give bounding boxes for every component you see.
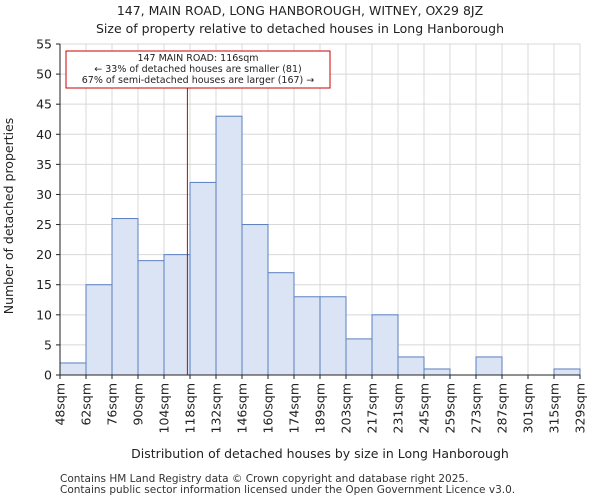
x-tick-label-132sqm: 132sqm [209, 383, 224, 433]
annotation-line-1: 147 MAIN ROAD: 116sqm [137, 53, 258, 64]
y-tick-label-5: 5 [44, 337, 52, 352]
bar-315sqm [553, 368, 581, 376]
y-tick-label-45: 45 [36, 97, 52, 112]
y-tick-labels: 0 5 10 15 20 25 30 35 40 45 50 55 [36, 37, 60, 383]
y-tick-label-25: 25 [36, 217, 52, 232]
x-tick-label-231sqm: 231sqm [391, 383, 406, 433]
bar-104sqm [163, 254, 191, 376]
bar-146sqm [241, 224, 269, 376]
x-tick-label-301sqm: 301sqm [521, 383, 536, 433]
annotation-line-3: 67% of semi-detached houses are larger (… [82, 75, 315, 86]
y-tick-label-0: 0 [44, 368, 52, 383]
bar-76sqm [111, 218, 139, 376]
x-tick-label-146sqm: 146sqm [235, 383, 250, 433]
footer-line-2: Contains public sector information licen… [60, 484, 516, 496]
y-tick-label-30: 30 [36, 187, 52, 202]
bar-62sqm [85, 284, 113, 376]
x-tick-label-287sqm: 287sqm [495, 383, 510, 433]
x-tick-label-62sqm: 62sqm [79, 383, 94, 426]
y-tick-label-10: 10 [36, 307, 52, 322]
x-tick-label-90sqm: 90sqm [131, 383, 146, 426]
x-tick-label-104sqm: 104sqm [157, 383, 172, 433]
x-tick-label-160sqm: 160sqm [261, 383, 276, 433]
x-tick-label-245sqm: 245sqm [417, 383, 432, 433]
x-tick-label-329sqm: 329sqm [573, 383, 588, 433]
bar-231sqm [397, 356, 425, 376]
y-tick-label-20: 20 [36, 247, 52, 262]
bar-189sqm [319, 296, 347, 376]
y-tick-label-15: 15 [36, 277, 52, 292]
y-axis-title: Number of detached properties [1, 118, 16, 315]
bar-48sqm [59, 362, 87, 376]
footer-line-1: Contains HM Land Registry data © Crown c… [60, 473, 469, 485]
x-tick-label-118sqm: 118sqm [183, 383, 198, 433]
y-tick-label-50: 50 [36, 67, 52, 82]
x-axis-title: Distribution of detached houses by size … [131, 446, 509, 461]
x-tick-label-273sqm: 273sqm [469, 383, 484, 433]
bar-174sqm [293, 296, 321, 376]
x-tick-labels: 48sqm 62sqm 76sqm 90sqm 104sqm 118sqm 132sqm 14… [53, 375, 588, 433]
x-tick-label-217sqm: 217sqm [365, 383, 380, 433]
bar-217sqm [371, 314, 399, 376]
chart-title: 147, MAIN ROAD, LONG HANBOROUGH, WITNEY,… [116, 3, 484, 18]
bar-203sqm [345, 338, 373, 376]
annotation-line-2: ← 33% of detached houses are smaller (81… [94, 64, 301, 75]
y-tick-label-40: 40 [36, 127, 52, 142]
bar-90sqm [137, 260, 165, 376]
bar-132sqm [215, 115, 243, 376]
x-tick-label-48sqm: 48sqm [53, 383, 68, 426]
x-tick-label-189sqm: 189sqm [313, 383, 328, 433]
bar-273sqm [475, 356, 503, 376]
annotation-box: 147 MAIN ROAD: 116sqm ← 33% of detached … [65, 50, 331, 89]
bar-160sqm [267, 272, 295, 376]
x-tick-label-259sqm: 259sqm [443, 383, 458, 433]
x-tick-label-76sqm: 76sqm [105, 383, 120, 426]
bar-118sqm [189, 181, 217, 376]
x-tick-label-203sqm: 203sqm [339, 383, 354, 433]
x-tick-label-174sqm: 174sqm [287, 383, 302, 433]
bar-245sqm [423, 368, 451, 376]
y-tick-label-55: 55 [36, 37, 52, 52]
x-tick-label-315sqm: 315sqm [547, 383, 562, 433]
y-tick-label-35: 35 [36, 157, 52, 172]
chart-subtitle: Size of property relative to detached ho… [96, 21, 504, 36]
bars [59, 115, 581, 376]
